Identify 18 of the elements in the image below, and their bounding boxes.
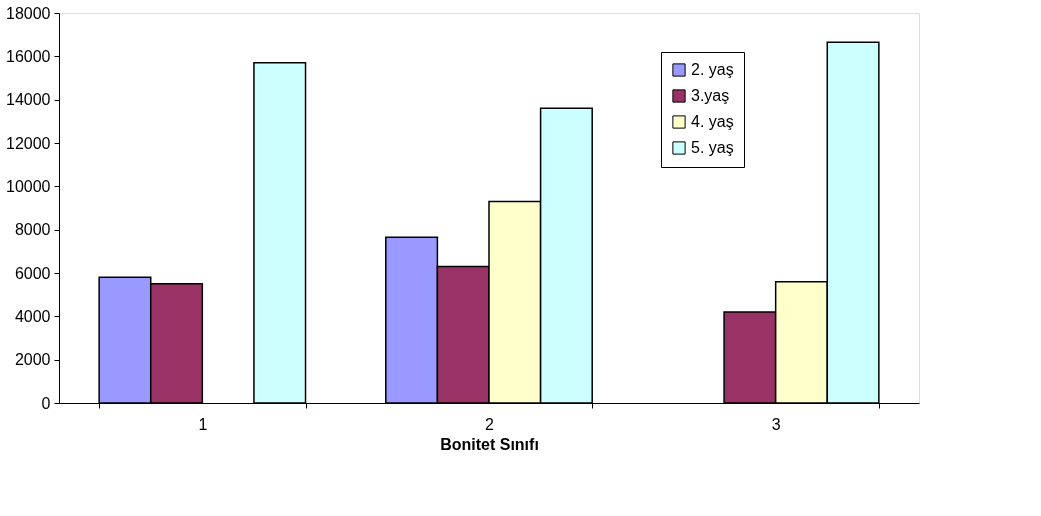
y-tick-label: 10000 (6, 177, 51, 195)
x-tick-label: 1 (198, 415, 208, 433)
y-tick-label: 12000 (6, 134, 51, 152)
y-tick-label: 0 (41, 394, 51, 412)
legend-label: 5. yaş (691, 139, 734, 156)
x-tick-label: 2 (485, 415, 495, 433)
y-tick-label: 2000 (14, 351, 51, 369)
x-axis-title: Bonitet Sınıfı (440, 435, 539, 453)
y-tick-label: 8000 (14, 221, 51, 239)
y-tick-label: 16000 (6, 47, 51, 65)
legend-label: 4. yaş (691, 113, 734, 130)
y-tick-label: 6000 (14, 264, 51, 282)
y-tick-label: 4000 (14, 307, 51, 325)
legend-label: 2. yaş (691, 61, 734, 78)
y-tick-label: 14000 (6, 91, 51, 109)
y-tick-label: 18000 (6, 4, 51, 22)
x-tick-label: 3 (771, 415, 781, 433)
legend-label: 3.yaş (691, 87, 730, 104)
